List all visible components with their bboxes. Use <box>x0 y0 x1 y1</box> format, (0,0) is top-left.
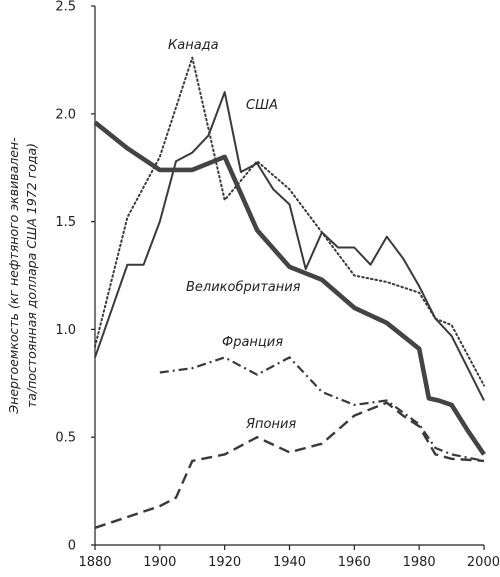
x-tick-label: 1920 <box>208 555 241 570</box>
series-label-japan: Япония <box>245 417 296 432</box>
y-tick-label: 0 <box>68 539 76 554</box>
series-label-uk: Великобритания <box>186 280 301 295</box>
series-layer <box>93 56 486 529</box>
x-tick-label: 1940 <box>273 555 306 570</box>
series-line-france <box>159 356 485 462</box>
series-line-japan <box>94 401 485 529</box>
x-tick-label: 1880 <box>78 555 111 570</box>
x-tick-label: 1980 <box>403 555 436 570</box>
y-tick-label: 0.5 <box>55 431 76 446</box>
y-axis-title-line-1: Энергоемкость (кг нефтяного эквивален- <box>6 137 21 415</box>
labels-layer: Канада США Великобритания Франция Япония <box>168 38 301 432</box>
x-tick-label: 1900 <box>143 555 176 570</box>
x-tick-label: 2000 <box>467 555 500 570</box>
series-label-france: Франция <box>222 335 283 350</box>
y-axis-title-line-2: та/постоянная доллара США 1972 года) <box>24 143 39 408</box>
series-line-uk <box>93 120 486 456</box>
series-label-usa: США <box>246 98 278 113</box>
series-line-usa <box>94 91 485 401</box>
series-line-canada <box>94 56 485 387</box>
y-tick-label: 1.0 <box>55 323 76 338</box>
y-tick-label: 1.5 <box>55 215 76 230</box>
y-tick-label: 2.0 <box>55 107 76 122</box>
series-label-canada: Канада <box>168 38 219 53</box>
x-tick-label: 1960 <box>338 555 371 570</box>
y-tick-label: 2.5 <box>55 0 76 15</box>
y-axis-title: Энергоемкость (кг нефтяного эквивален-та… <box>6 137 39 415</box>
axes-layer: 0 0.5 1.0 1.5 2.0 2.5 1880 1900 1920 1940 1960 1980… <box>6 0 500 570</box>
